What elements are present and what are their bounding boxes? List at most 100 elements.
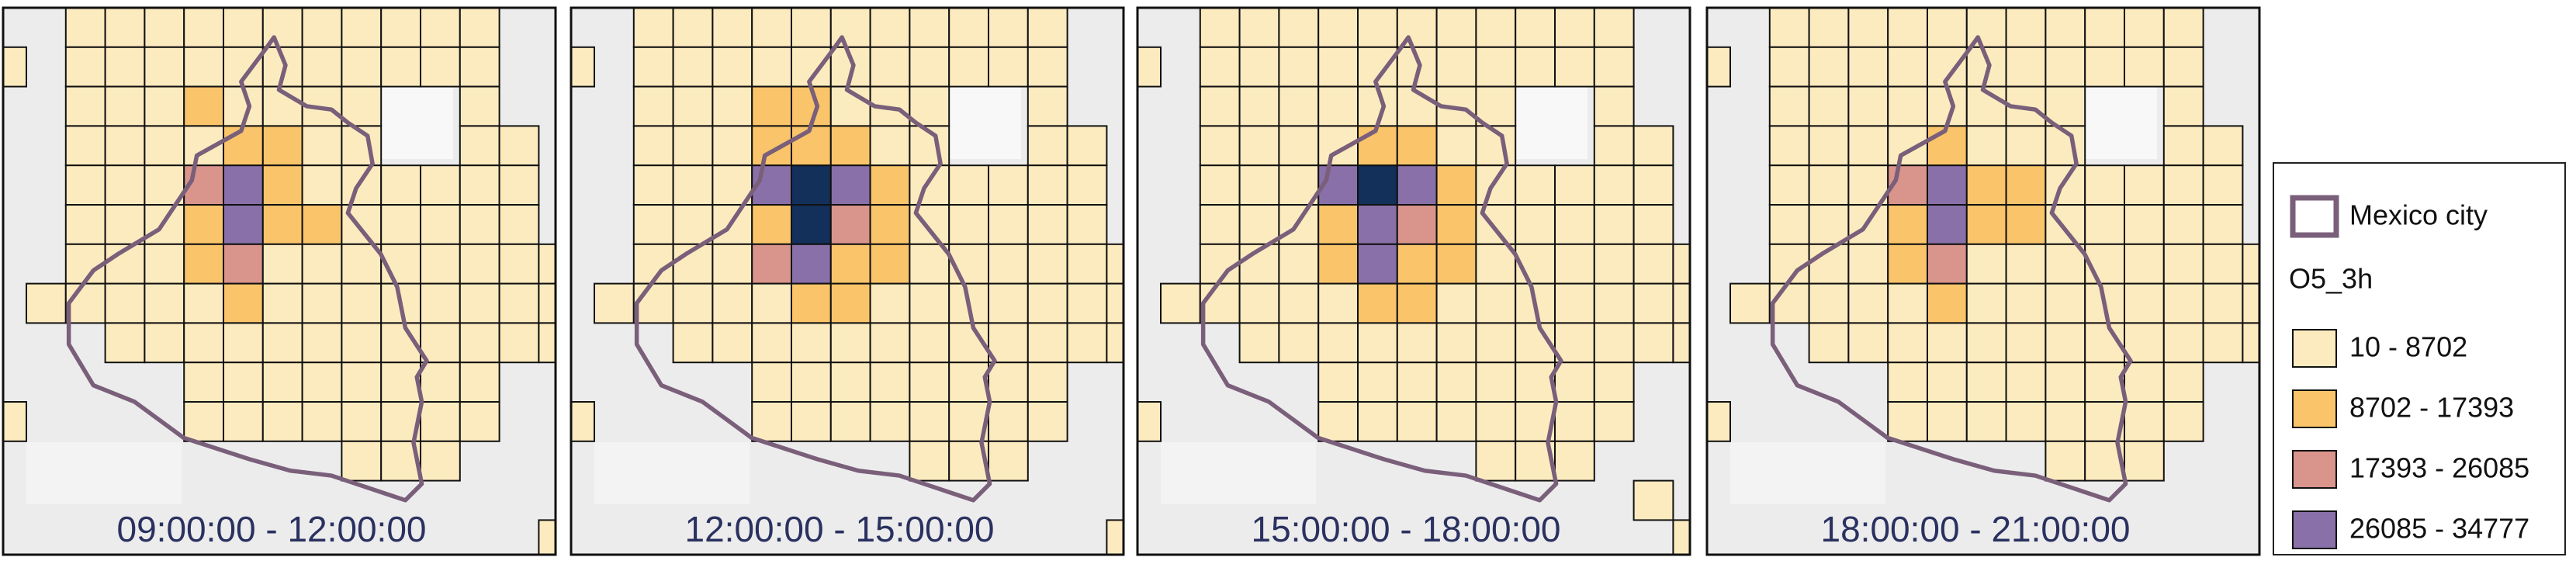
grid-cell — [341, 401, 383, 442]
grid-cell — [2124, 46, 2165, 88]
basemap-patch — [1502, 85, 1587, 159]
grid-cell — [1633, 204, 1674, 245]
grid-cell — [301, 282, 343, 324]
grid-cell — [498, 282, 540, 324]
grid-cell — [2202, 322, 2244, 364]
grid-cell — [64, 282, 106, 324]
grid-cell — [791, 322, 832, 364]
grid-cell — [1137, 46, 1162, 88]
grid-cell — [1593, 8, 1635, 48]
grid-cell — [301, 8, 343, 48]
grid-cell — [1066, 125, 1108, 167]
grid-cell — [1965, 125, 2007, 167]
grid-cell — [1633, 322, 1674, 364]
grid-cell — [2005, 8, 2047, 48]
grid-cell — [261, 164, 303, 206]
grid-cell — [2005, 282, 2047, 324]
grid-cell — [1633, 243, 1674, 285]
grid-cell — [1357, 164, 1398, 206]
grid-cell — [1633, 125, 1674, 167]
grid-cell — [183, 362, 224, 403]
grid-cell — [1672, 519, 1690, 555]
grid-cell — [1396, 322, 1438, 364]
grid-cell — [672, 85, 714, 127]
grid-cell — [1027, 125, 1068, 167]
grid-cell — [948, 362, 990, 403]
panel-frame — [2, 6, 557, 556]
grid-cell — [1199, 282, 1241, 324]
grid-cell — [1515, 164, 1556, 206]
grid-cell — [1927, 243, 1968, 285]
basemap-patch — [1730, 442, 1885, 504]
grid-cell — [459, 8, 500, 48]
grid-cell — [571, 401, 595, 442]
grid-cell — [1808, 125, 1850, 167]
grid-cell — [1887, 204, 1928, 245]
grid-cell — [1808, 164, 1850, 206]
grid-cell — [909, 440, 950, 482]
grid-cell — [223, 125, 264, 167]
grid-cell — [672, 46, 714, 88]
grid-cell — [988, 243, 1029, 285]
legend-class-label: 8702 - 17393 — [2349, 392, 2514, 424]
grid-cell — [1066, 282, 1108, 324]
grid-cell — [869, 204, 911, 245]
grid-cell — [869, 401, 911, 442]
grid-cell — [223, 322, 264, 364]
grid-cell — [1847, 8, 1889, 48]
grid-cell — [791, 164, 832, 206]
grid-cell — [1965, 164, 2007, 206]
grid-cell — [1027, 204, 1068, 245]
grid-cell — [1515, 46, 1556, 88]
grid-cell — [869, 282, 911, 324]
grid-cell — [104, 204, 146, 245]
grid-cell — [1847, 125, 1889, 167]
grid-cell — [1106, 322, 1124, 364]
grid-cell — [1317, 164, 1359, 206]
grid-cell — [498, 164, 540, 206]
grid-cell — [712, 46, 753, 88]
grid-cell — [459, 362, 500, 403]
grid-cell — [2045, 322, 2086, 364]
grid-cell — [1965, 322, 2007, 364]
grid-cell — [829, 322, 871, 364]
panel-content — [3, 8, 556, 555]
grid-cell — [1808, 322, 1850, 364]
grid-cell — [672, 204, 714, 245]
grid-cell — [1317, 85, 1359, 127]
grid-cell — [1554, 243, 1595, 285]
grid-cell — [2162, 164, 2204, 206]
grid-cell — [1027, 401, 1068, 442]
grid-cell — [261, 282, 303, 324]
grid-cell — [144, 85, 185, 127]
grid-cell — [1593, 362, 1635, 403]
grid-cell — [1027, 8, 1068, 48]
grid-cell — [301, 164, 343, 206]
grid-cell — [144, 282, 185, 324]
grid-cell — [144, 46, 185, 88]
grid-cell — [341, 8, 383, 48]
grid-cell — [380, 204, 422, 245]
grid-cell — [459, 322, 500, 364]
grid-cell — [144, 8, 185, 48]
grid-cell — [1768, 8, 1810, 48]
grid-cell — [1554, 440, 1595, 482]
grid-cell — [571, 46, 595, 88]
grid-cell — [1554, 362, 1595, 403]
legend-title: O5_3h — [2289, 263, 2373, 295]
legend-swatch — [2292, 329, 2337, 368]
grid-cell — [1106, 243, 1124, 285]
grid-cell — [1066, 243, 1108, 285]
grid-cell — [909, 85, 950, 127]
grid-cell — [2005, 362, 2047, 403]
legend: Mexico city O5_3h 10 - 8702 8702 - 17393 1… — [2273, 162, 2566, 555]
grid-cell — [1357, 282, 1398, 324]
grid-cell — [1887, 85, 1928, 127]
grid-cell — [1847, 46, 1889, 88]
grid-cell — [1106, 519, 1124, 555]
grid-cell — [261, 322, 303, 364]
grid-cell — [829, 125, 871, 167]
panel-content — [1137, 8, 1690, 555]
grid-cell — [1396, 362, 1438, 403]
